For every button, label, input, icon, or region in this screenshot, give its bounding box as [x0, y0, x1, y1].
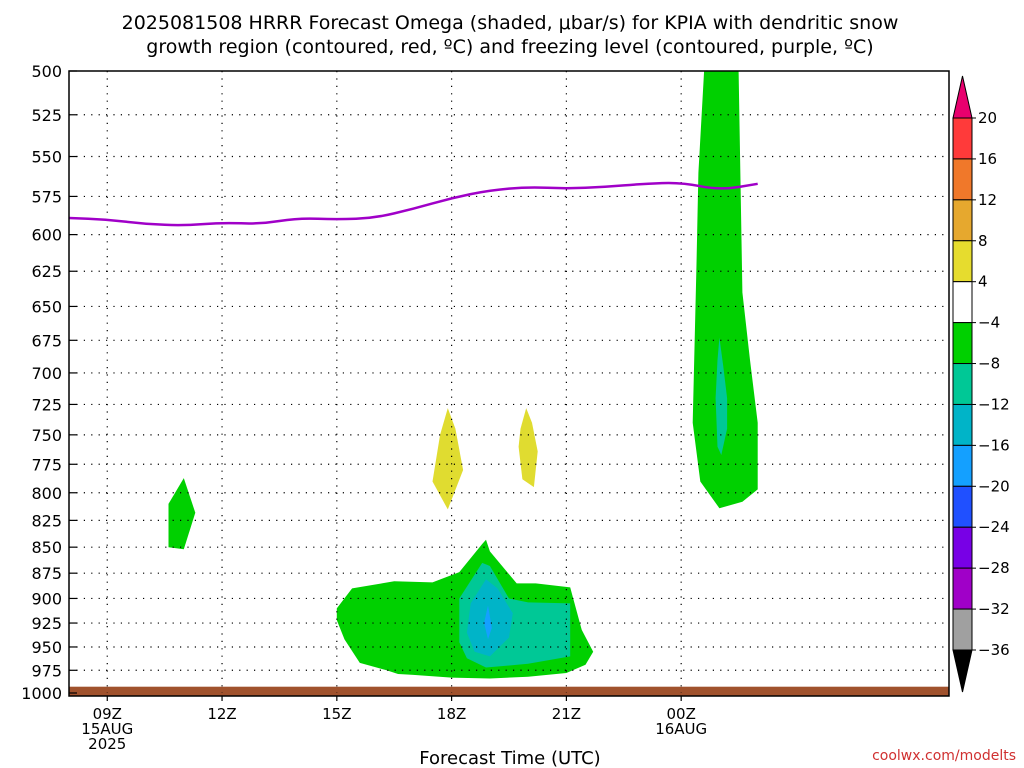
colorbar-label-5: −4	[978, 314, 1000, 332]
x-tick-label-0-2: 2025	[88, 735, 126, 753]
colorbar-segment-3	[952, 240, 973, 283]
y-tick-label-18: 950	[31, 638, 62, 657]
y-tick-label-12: 800	[31, 484, 62, 503]
x-axis-label: Forecast Time (UTC)	[419, 748, 600, 768]
colorbar-segment-7	[952, 403, 973, 446]
y-axis: 500 525 550 575 600 625 650 675 700 725 750 775 800 8…	[21, 62, 77, 703]
colorbar-segment-1	[952, 158, 973, 201]
colorbar-label-8: −16	[978, 436, 1010, 454]
x-tick-label-1-0: 12Z	[207, 705, 236, 723]
colorbar-segment-10	[952, 526, 973, 569]
y-tick-label-19: 975	[31, 661, 62, 680]
x-tick-label-5-1: 16AUG	[655, 720, 707, 738]
x-tick-label-4-0: 21Z	[552, 705, 581, 723]
colorbar-segment-2	[952, 199, 973, 242]
y-tick-label-16: 900	[31, 589, 62, 608]
colorbar-label-9: −20	[978, 477, 1010, 495]
colorbar-label-10: −24	[978, 518, 1010, 536]
colorbar-segment-5	[952, 322, 973, 365]
y-tick-label-20: 1000	[21, 684, 62, 703]
credit-text: coolwx.com/modelts	[872, 748, 1016, 764]
omega-region-0	[168, 478, 196, 550]
colorbar-label-13: −36	[978, 641, 1010, 659]
omega-region-8	[715, 337, 728, 455]
colorbar-segment-0	[952, 117, 973, 160]
freezing-level-contour	[68, 181, 758, 227]
colorbar-label-6: −8	[978, 355, 1000, 373]
colorbar-segment-9	[952, 485, 973, 528]
omega-shading	[168, 71, 758, 679]
colorbar-segment-4	[952, 281, 973, 324]
omega-region-1	[692, 71, 758, 509]
title-line-2: growth region (contoured, red, ºC) and f…	[146, 36, 873, 58]
colorbar-top-arrow	[952, 75, 973, 119]
y-tick-label-2: 550	[31, 148, 62, 167]
y-tick-label-13: 825	[31, 511, 62, 530]
omega-region-3	[518, 408, 538, 488]
y-tick-label-8: 700	[31, 364, 62, 383]
x-tick-label-0-1: 15AUG	[81, 720, 133, 738]
colorbar-label-12: −32	[978, 600, 1010, 618]
colorbar-label-7: −12	[978, 395, 1010, 413]
y-tick-label-3: 575	[31, 187, 62, 206]
x-tick-label-5-0: 00Z	[666, 705, 695, 723]
plot-frame	[68, 70, 950, 697]
colorbar-label-3: 8	[978, 232, 988, 250]
colorbar-bottom-arrow	[952, 649, 973, 693]
colorbar-label-2: 12	[978, 191, 997, 209]
y-tick-label-11: 775	[31, 455, 62, 474]
y-tick-label-17: 925	[31, 614, 62, 633]
y-tick-label-10: 750	[31, 426, 62, 445]
x-tick-label-0-0: 09Z	[93, 705, 122, 723]
colorbar: 20 16 12 8 4 −4 −8 −12 −16 −20 −24 −28 −32 −36	[952, 75, 1010, 693]
ground-fill	[69, 686, 949, 696]
y-tick-label-1: 525	[31, 106, 62, 125]
colorbar-label-4: 4	[978, 273, 988, 291]
colorbar-label-0: 20	[978, 109, 997, 127]
freezing-level-line	[68, 181, 758, 227]
colorbar-label-11: −28	[978, 559, 1010, 577]
chart-title: 2025081508 HRRR Forecast Omega (shaded, …	[122, 12, 899, 58]
y-tick-label-4: 600	[31, 226, 62, 245]
omega-region-7	[484, 605, 492, 640]
colorbar-segment-8	[952, 444, 973, 487]
colorbar-segment-6	[952, 363, 973, 405]
y-tick-label-9: 725	[31, 395, 62, 414]
colorbar-segment-11	[952, 567, 973, 610]
grid-lines	[69, 71, 949, 693]
x-tick-label-2-0: 15Z	[322, 705, 351, 723]
omega-region-2	[432, 408, 464, 510]
y-tick-label-7: 675	[31, 331, 62, 350]
x-tick-label-3-0: 18Z	[437, 705, 466, 723]
title-line-1: 2025081508 HRRR Forecast Omega (shaded, …	[122, 12, 899, 34]
y-tick-label-14: 850	[31, 538, 62, 557]
colorbar-segment-12	[952, 608, 973, 651]
y-tick-label-15: 875	[31, 564, 62, 583]
y-tick-label-5: 625	[31, 262, 62, 281]
ground-layer	[69, 686, 949, 696]
y-tick-label-6: 650	[31, 297, 62, 316]
y-tick-label-0: 500	[31, 62, 62, 81]
colorbar-label-1: 16	[978, 150, 997, 168]
